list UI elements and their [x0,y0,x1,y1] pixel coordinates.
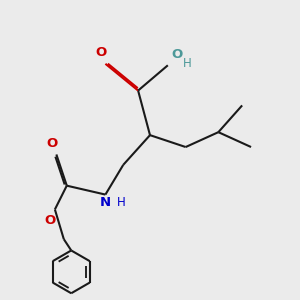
Text: O: O [95,46,106,59]
Text: H: H [183,57,192,70]
Text: N: N [100,196,111,209]
Text: O: O [45,214,56,227]
Text: O: O [46,137,58,150]
Text: O: O [171,48,183,61]
Text: H: H [117,196,125,209]
